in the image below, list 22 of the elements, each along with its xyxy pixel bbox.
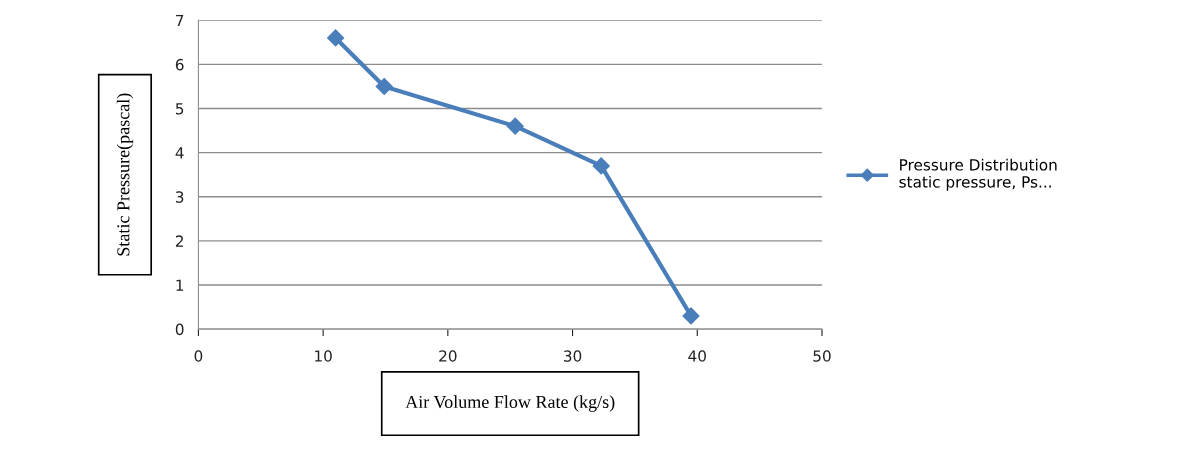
x-tick-label: 10	[315, 350, 332, 362]
point	[327, 29, 345, 47]
y-tick-label: 2	[175, 235, 183, 247]
y-tick-label: 7	[176, 14, 184, 27]
x-tick-label: 50	[813, 350, 831, 362]
x-tick-label: 30	[563, 350, 582, 362]
point	[682, 307, 700, 325]
x-tick-label: 40	[688, 350, 706, 362]
point	[592, 157, 610, 175]
y-tick-label: 0	[175, 323, 184, 336]
x-tick-label: 20	[439, 350, 457, 362]
y-tick-label: 4	[175, 147, 184, 159]
x-tick-label: 0	[194, 350, 203, 362]
point	[375, 77, 393, 96]
y-tick-label: 1	[176, 279, 184, 291]
x-axis-title: Air Volume Flow Rate (kg/s)	[405, 395, 615, 412]
y-axis-title: Static Pressure(pascal)	[116, 93, 134, 256]
y-tick-label: 5	[175, 103, 184, 115]
legend-label: Pressure Distribution static pressure, Ps...	[899, 158, 1057, 191]
y-tick-label: 6	[175, 58, 184, 71]
y-tick-label: 3	[175, 191, 184, 203]
point	[506, 117, 524, 135]
